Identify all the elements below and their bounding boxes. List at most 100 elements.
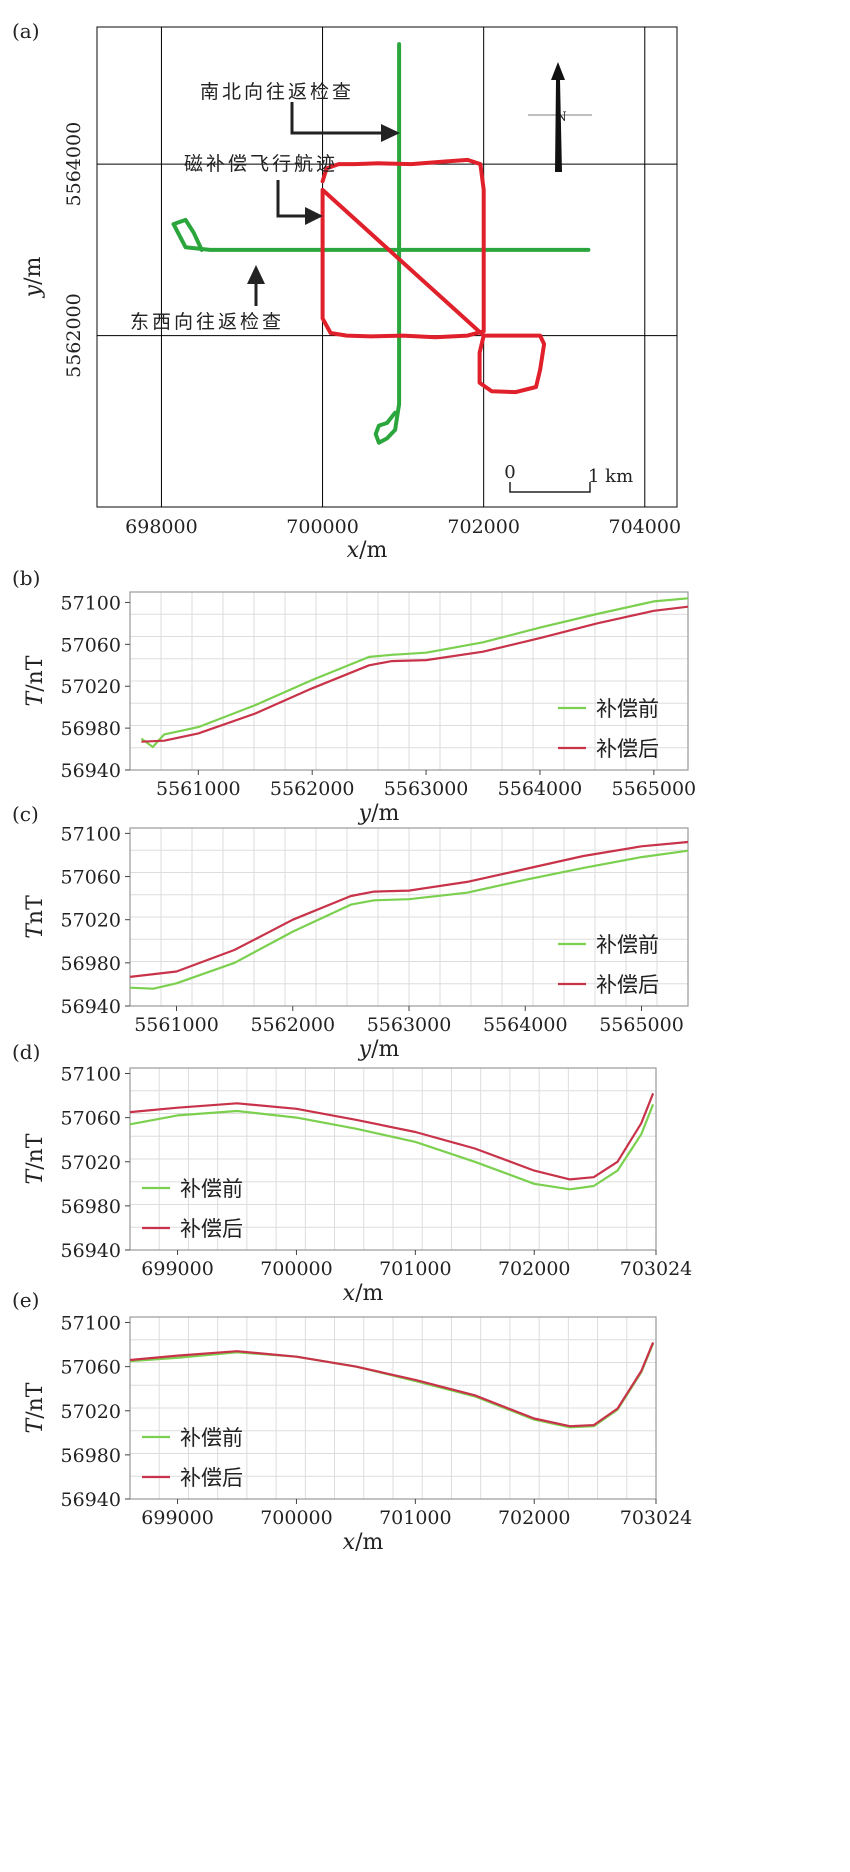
x-tick-e-3: 702000: [498, 1507, 571, 1529]
series-b-1: [141, 605, 689, 743]
map-frame: [96, 26, 678, 508]
panel-d: (d) 57100 57060 57020 56980 56940 699000 700000…: [12, 1040, 692, 1306]
y-axis-label-c-var: T: [23, 922, 48, 939]
y-tick-e-3: 56980: [61, 1445, 121, 1467]
series-c-1: [129, 840, 689, 978]
y-axis-label-d-var: T: [23, 1167, 48, 1184]
y-tick-b-3: 56980: [61, 718, 121, 740]
y-tick-b-0: 57100: [61, 592, 121, 614]
map-track-2: [320, 157, 547, 395]
arrow-ns-line: [290, 102, 385, 135]
x-tick-e-4: 703024: [620, 1507, 693, 1529]
y-tick-b-2: 57020: [61, 676, 121, 698]
legend-label-d-0: 补偿前: [180, 1177, 243, 1201]
panel-b: (b) 57100 57060 57020 56980 56940 5561000 55620…: [12, 566, 696, 826]
y-tick-d-0: 57100: [61, 1064, 121, 1086]
y-tick-e-2: 57020: [61, 1401, 121, 1423]
x-axis-label-c-unit: /m: [371, 1037, 399, 1062]
panel-label-d: (d): [12, 1040, 40, 1064]
y-tick-c-0: 57100: [61, 823, 121, 845]
map-y-tick-1: 5564000: [63, 122, 85, 207]
y-tick-b-4: 56940: [61, 760, 121, 782]
map-y-axis-label-unit: /m: [21, 257, 46, 285]
y-tick-c-2: 57020: [61, 910, 121, 932]
scalebar: [509, 482, 591, 493]
arrow-track-head: [305, 207, 323, 225]
x-tick-e-2: 701000: [379, 1507, 452, 1529]
y-axis-label-b-var: T: [23, 689, 48, 706]
panel-label-b: (b): [12, 566, 40, 590]
x-axis-label-b-unit: /m: [371, 801, 399, 826]
y-axis-label-b-unit: /nT: [23, 655, 48, 692]
y-axis-label-c: TnT: [23, 895, 48, 939]
scalebar-left-label: 0: [504, 462, 515, 483]
x-tick-c-4: 5565000: [599, 1014, 684, 1036]
plot-frame-e: [129, 1316, 657, 1500]
x-tick-b-0: 5561000: [156, 778, 241, 800]
arrow-ew-head: [247, 265, 265, 284]
legend-label-c-0: 补偿前: [596, 933, 659, 957]
legend-label-b-0: 补偿前: [596, 697, 659, 721]
plot-frame-b: [129, 591, 689, 771]
legend-label-e-1: 补偿后: [180, 1466, 243, 1490]
x-axis-label-e: x/m: [343, 1530, 384, 1555]
y-axis-label-d-unit: /nT: [23, 1133, 48, 1170]
panel-c: (c) 57100 57060 57020 56980 56940 5561000 55620…: [12, 802, 689, 1062]
x-axis-label-b-var: y: [358, 801, 372, 826]
x-axis-label-e-var: x: [343, 1530, 356, 1555]
y-tick-e-4: 56940: [61, 1489, 121, 1511]
x-axis-label-d-unit: /m: [355, 1281, 383, 1306]
plot-frame-d: [129, 1067, 657, 1251]
x-tick-d-2: 701000: [379, 1258, 452, 1280]
y-axis-label-d: T/nT: [23, 1133, 48, 1184]
north-label: N: [555, 110, 566, 125]
y-tick-e-1: 57060: [61, 1357, 121, 1379]
x-axis-label-c-var: y: [358, 1037, 372, 1062]
series-e-1: [129, 1341, 655, 1428]
x-tick-b-3: 5564000: [498, 778, 583, 800]
y-tick-d-1: 57060: [61, 1108, 121, 1130]
panel-e: (e) 57100 57060 57020 56980 56940 699000 700000…: [12, 1288, 692, 1555]
series-b-0: [140, 597, 689, 749]
legend-label-b-1: 补偿后: [596, 737, 659, 761]
y-tick-c-4: 56940: [61, 996, 121, 1018]
y-tick-d-3: 56980: [61, 1196, 121, 1218]
x-tick-b-2: 5563000: [384, 778, 469, 800]
y-axis-label-b: T/nT: [23, 655, 48, 706]
y-axis-label-e-var: T: [23, 1416, 48, 1433]
series-c-0: [129, 849, 689, 990]
x-tick-d-4: 703024: [620, 1258, 693, 1280]
y-axis-label-e: T/nT: [23, 1382, 48, 1433]
map-y-axis-label-var: y: [21, 284, 46, 298]
x-tick-e-0: 699000: [141, 1507, 214, 1529]
map-x-tick-2: 702000: [447, 516, 520, 538]
panel-label-e: (e): [12, 1288, 39, 1312]
annotation-track: 磁补偿飞行航迹: [184, 153, 338, 175]
map-track-1: [171, 217, 591, 252]
scalebar-right-label: 1 km: [588, 466, 633, 487]
arrow-ns-head: [381, 124, 400, 142]
y-tick-d-4: 56940: [61, 1240, 121, 1262]
map-x-axis-label-unit: /m: [359, 538, 387, 563]
y-tick-d-2: 57020: [61, 1152, 121, 1174]
panel-label-a: (a): [12, 19, 40, 43]
map-x-tick-1: 700000: [286, 516, 359, 538]
map-x-tick-3: 704000: [609, 516, 682, 538]
y-axis-label-c-unit: nT: [23, 895, 48, 924]
x-axis-label-b: y/m: [358, 801, 400, 826]
x-tick-d-1: 700000: [260, 1258, 333, 1280]
x-tick-b-4: 5565000: [612, 778, 697, 800]
map-x-axis-label-var: x: [347, 538, 360, 563]
x-axis-label-d: x/m: [343, 1281, 384, 1306]
annotation-ns: 南北向往返检查: [200, 81, 354, 103]
north-arrow: [551, 62, 565, 172]
x-axis-label-d-var: x: [343, 1281, 356, 1306]
x-axis-label-c: y/m: [358, 1037, 400, 1062]
panel-label-c: (c): [12, 802, 39, 826]
x-tick-e-1: 700000: [260, 1507, 333, 1529]
x-tick-d-3: 702000: [498, 1258, 571, 1280]
map-y-axis-label: y/m: [21, 257, 46, 299]
x-tick-b-1: 5562000: [270, 778, 355, 800]
legend-label-d-1: 补偿后: [180, 1217, 243, 1241]
